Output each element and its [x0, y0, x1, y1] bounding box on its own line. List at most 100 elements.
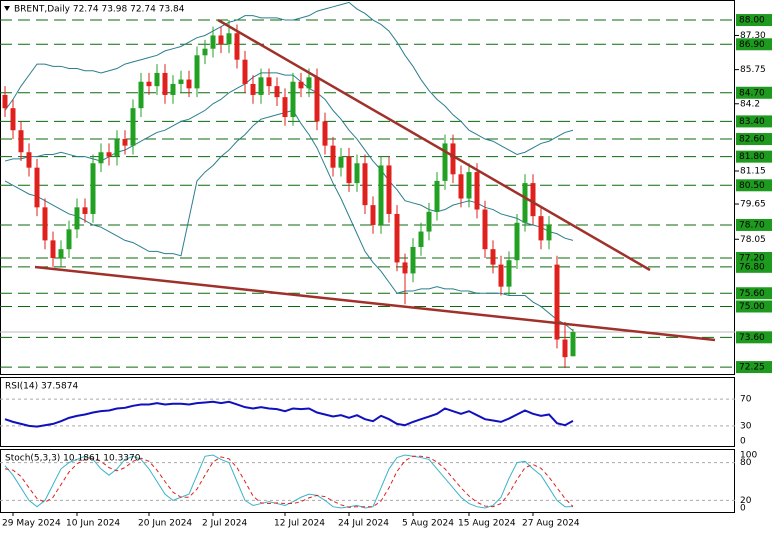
candle-body — [250, 83, 256, 95]
candle-body — [114, 139, 120, 157]
candle-body — [322, 121, 328, 146]
candle-body — [66, 229, 72, 250]
candle-body — [290, 81, 296, 117]
level-label-box — [736, 218, 772, 231]
y-tick-label: 78.05 — [740, 235, 766, 245]
candle-body — [146, 81, 152, 87]
level-label-box — [736, 150, 772, 163]
y-tick-label: 85.75 — [740, 65, 766, 75]
candle-body — [34, 167, 40, 208]
level-label-box — [736, 287, 772, 300]
menu-icon — [4, 6, 10, 11]
y-tick-label: 0 — [740, 504, 746, 514]
candle-body — [194, 55, 200, 89]
candle-body — [90, 163, 96, 214]
y-tick-label: 0 — [740, 437, 746, 447]
y-tick-label: 79.65 — [740, 200, 766, 210]
candle-body — [58, 249, 64, 259]
candle-body — [378, 165, 384, 225]
price-panel — [0, 0, 735, 375]
candle-body — [554, 264, 560, 340]
candle-body — [50, 240, 56, 259]
level-label: 83.40 — [739, 117, 765, 127]
candle-body — [522, 183, 528, 223]
candle-body — [338, 156, 344, 168]
level-label: 86.90 — [739, 40, 765, 50]
trend-line — [34, 265, 716, 342]
level-label: 84.70 — [739, 88, 765, 98]
level-label-box — [736, 361, 772, 374]
candle-body — [394, 213, 400, 263]
candle-body — [530, 183, 536, 217]
candle-body — [74, 207, 80, 230]
candle-body — [170, 83, 176, 95]
x-tick-label: 27 Aug 2024 — [522, 519, 580, 529]
candle-body — [506, 260, 512, 287]
candle-body — [402, 262, 408, 274]
candle-body — [18, 130, 24, 153]
candle-body — [546, 224, 552, 241]
candle-body — [82, 207, 88, 214]
x-tick-label: 29 May 2024 — [2, 519, 61, 529]
candle-body — [226, 33, 232, 45]
y-tick-label: 81.15 — [740, 166, 766, 176]
candle-body — [42, 207, 48, 241]
chart-title: BRENT,Daily 72.74 73.98 72.74 73.84 — [14, 5, 185, 15]
x-tick-label: 2 Jul 2024 — [202, 519, 247, 529]
candle-body — [386, 165, 392, 214]
level-label-box — [736, 38, 772, 51]
level-label: 76.80 — [739, 262, 765, 272]
level-label-box — [736, 331, 772, 344]
candle-body — [210, 35, 216, 49]
candle-body — [130, 108, 136, 146]
candle-body — [450, 143, 456, 175]
level-label: 72.25 — [739, 363, 765, 373]
candle-body — [282, 97, 288, 117]
candle-body — [98, 152, 104, 164]
x-tick-label: 15 Aug 2024 — [458, 519, 516, 529]
rsi-line — [4, 400, 574, 428]
candle-body — [26, 152, 32, 168]
candle-body — [122, 139, 128, 146]
candle-body — [202, 48, 208, 56]
candle-body — [482, 209, 488, 250]
level-label: 82.60 — [739, 135, 765, 145]
candle-body — [218, 35, 224, 45]
bollinger-band — [4, 109, 574, 332]
y-tick-label: 87.30 — [740, 31, 766, 41]
candle-body — [10, 108, 16, 131]
candle-body — [354, 163, 360, 184]
stoch-panel — [0, 449, 735, 513]
candle-body — [298, 81, 304, 89]
y-tick-label: 70 — [740, 395, 752, 405]
candle-body — [154, 72, 160, 87]
level-label: 77.20 — [739, 254, 765, 264]
candle-body — [426, 211, 432, 232]
x-tick-label: 5 Aug 2024 — [402, 519, 454, 529]
candle-body — [258, 77, 264, 95]
candle-body — [138, 81, 144, 109]
candle-body — [466, 172, 472, 199]
level-label: 73.60 — [739, 333, 765, 343]
candle-body — [458, 174, 464, 199]
candle-body — [242, 59, 248, 84]
level-label-box — [736, 14, 772, 27]
candle-body — [442, 143, 448, 181]
level-label-box — [736, 115, 772, 128]
candle-body — [538, 216, 544, 241]
candle-body — [490, 249, 496, 265]
rsi-title: RSI(14) 37.5874 — [5, 382, 78, 392]
x-tick-label: 12 Jul 2024 — [274, 519, 325, 529]
level-label: 88.00 — [739, 16, 765, 26]
level-label: 78.70 — [739, 220, 765, 230]
y-tick-label: 20 — [740, 496, 752, 506]
candle-body — [570, 332, 576, 357]
level-label: 75.00 — [739, 302, 765, 312]
candle-body — [474, 172, 480, 210]
candle-body — [346, 156, 352, 184]
trend-line — [217, 18, 651, 272]
y-tick-label: 100 — [740, 451, 757, 461]
stoch-line — [4, 455, 574, 508]
